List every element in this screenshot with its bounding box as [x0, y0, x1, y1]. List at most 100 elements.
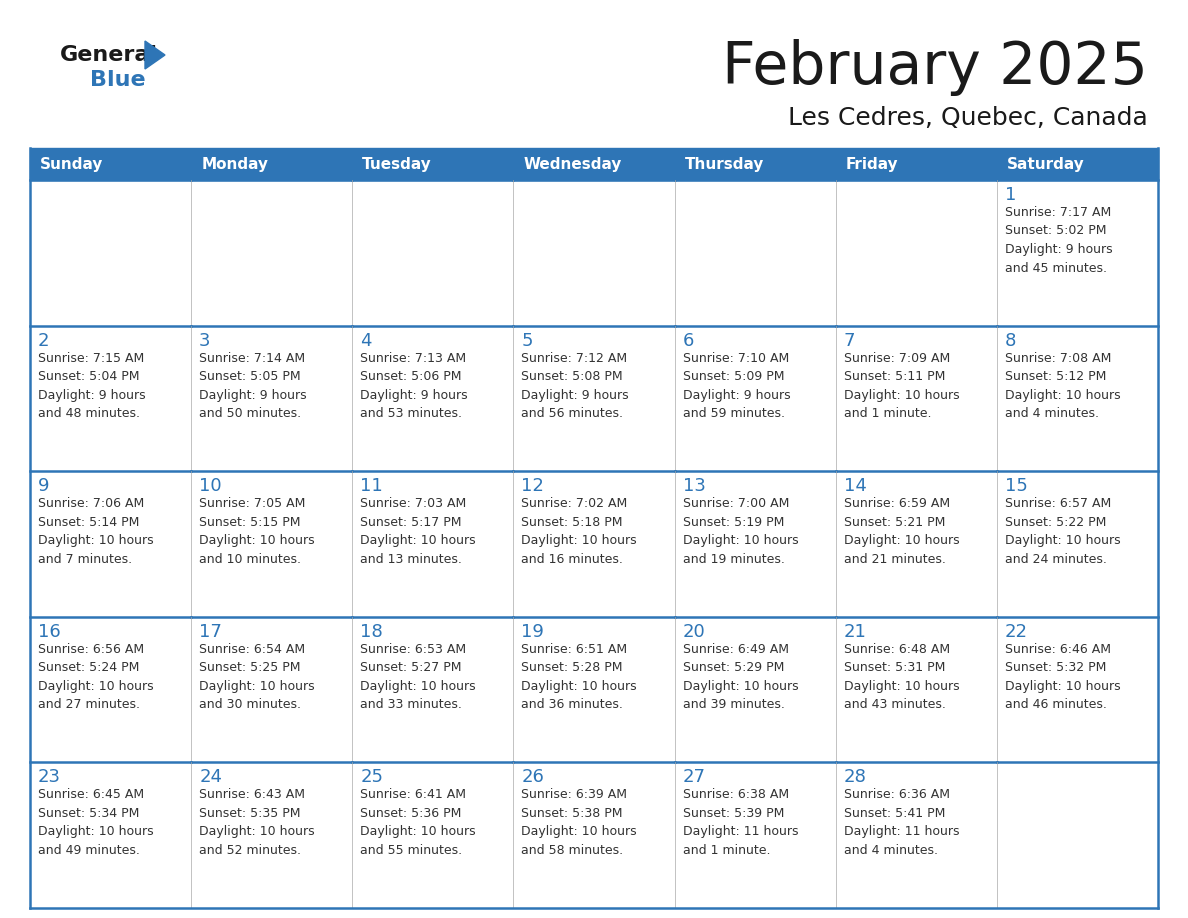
- Text: Sunrise: 6:51 AM: Sunrise: 6:51 AM: [522, 643, 627, 655]
- Text: and 1 minute.: and 1 minute.: [683, 844, 770, 856]
- Text: and 4 minutes.: and 4 minutes.: [843, 844, 937, 856]
- Text: Sunday: Sunday: [40, 156, 103, 172]
- Bar: [513, 180, 675, 326]
- Bar: [30, 471, 191, 617]
- Text: Daylight: 11 hours: Daylight: 11 hours: [683, 825, 798, 838]
- Text: Daylight: 10 hours: Daylight: 10 hours: [200, 534, 315, 547]
- Text: Daylight: 9 hours: Daylight: 9 hours: [200, 388, 307, 401]
- Text: Sunrise: 7:17 AM: Sunrise: 7:17 AM: [1005, 206, 1111, 219]
- Text: 25: 25: [360, 768, 384, 787]
- Text: Sunset: 5:02 PM: Sunset: 5:02 PM: [1005, 225, 1106, 238]
- Text: Les Cedres, Quebec, Canada: Les Cedres, Quebec, Canada: [789, 106, 1148, 130]
- Text: Friday: Friday: [846, 156, 898, 172]
- Bar: [30, 326, 191, 471]
- Text: and 10 minutes.: and 10 minutes.: [200, 553, 301, 565]
- Text: and 50 minutes.: and 50 minutes.: [200, 407, 302, 420]
- Text: 26: 26: [522, 768, 544, 787]
- Bar: [353, 471, 513, 617]
- Text: 8: 8: [1005, 331, 1016, 350]
- Text: and 30 minutes.: and 30 minutes.: [200, 699, 301, 711]
- Text: Sunset: 5:34 PM: Sunset: 5:34 PM: [38, 807, 139, 820]
- Text: and 48 minutes.: and 48 minutes.: [38, 407, 140, 420]
- Text: Sunset: 5:18 PM: Sunset: 5:18 PM: [522, 516, 623, 529]
- Text: 10: 10: [200, 477, 222, 495]
- Text: Sunset: 5:31 PM: Sunset: 5:31 PM: [843, 661, 946, 675]
- Text: and 39 minutes.: and 39 minutes.: [683, 699, 784, 711]
- Text: 1: 1: [1005, 186, 1016, 204]
- Text: and 16 minutes.: and 16 minutes.: [522, 553, 624, 565]
- Text: and 52 minutes.: and 52 minutes.: [200, 844, 301, 856]
- Text: Daylight: 10 hours: Daylight: 10 hours: [522, 825, 637, 838]
- Text: Sunrise: 6:57 AM: Sunrise: 6:57 AM: [1005, 498, 1111, 510]
- Text: Blue: Blue: [90, 70, 146, 90]
- Text: Sunrise: 7:14 AM: Sunrise: 7:14 AM: [200, 352, 305, 364]
- Text: Sunset: 5:11 PM: Sunset: 5:11 PM: [843, 370, 946, 383]
- Text: Sunset: 5:27 PM: Sunset: 5:27 PM: [360, 661, 462, 675]
- Text: 11: 11: [360, 477, 383, 495]
- Text: 4: 4: [360, 331, 372, 350]
- Text: 20: 20: [683, 622, 706, 641]
- Bar: [30, 148, 1158, 180]
- Text: 16: 16: [38, 622, 61, 641]
- Text: 23: 23: [38, 768, 61, 787]
- Text: 18: 18: [360, 622, 383, 641]
- Text: Saturday: Saturday: [1007, 156, 1085, 172]
- Text: Daylight: 9 hours: Daylight: 9 hours: [38, 388, 146, 401]
- Text: Sunset: 5:36 PM: Sunset: 5:36 PM: [360, 807, 462, 820]
- Text: Sunset: 5:38 PM: Sunset: 5:38 PM: [522, 807, 623, 820]
- Bar: [191, 326, 353, 471]
- Text: Sunrise: 7:03 AM: Sunrise: 7:03 AM: [360, 498, 467, 510]
- Text: and 49 minutes.: and 49 minutes.: [38, 844, 140, 856]
- Text: Sunrise: 7:06 AM: Sunrise: 7:06 AM: [38, 498, 144, 510]
- Text: Daylight: 10 hours: Daylight: 10 hours: [200, 825, 315, 838]
- Text: Thursday: Thursday: [684, 156, 764, 172]
- Text: Sunrise: 7:09 AM: Sunrise: 7:09 AM: [843, 352, 950, 364]
- Bar: [675, 763, 835, 908]
- Text: and 43 minutes.: and 43 minutes.: [843, 699, 946, 711]
- Bar: [997, 180, 1158, 326]
- Text: Daylight: 10 hours: Daylight: 10 hours: [38, 680, 153, 693]
- Text: and 33 minutes.: and 33 minutes.: [360, 699, 462, 711]
- Text: Tuesday: Tuesday: [362, 156, 432, 172]
- Bar: [353, 763, 513, 908]
- Bar: [513, 326, 675, 471]
- Text: Daylight: 10 hours: Daylight: 10 hours: [843, 680, 960, 693]
- Text: Sunset: 5:09 PM: Sunset: 5:09 PM: [683, 370, 784, 383]
- Text: 14: 14: [843, 477, 866, 495]
- Text: Daylight: 9 hours: Daylight: 9 hours: [683, 388, 790, 401]
- Text: Sunrise: 6:36 AM: Sunrise: 6:36 AM: [843, 789, 949, 801]
- Text: Sunrise: 6:41 AM: Sunrise: 6:41 AM: [360, 789, 466, 801]
- Text: 22: 22: [1005, 622, 1028, 641]
- Text: Sunset: 5:05 PM: Sunset: 5:05 PM: [200, 370, 301, 383]
- Bar: [513, 471, 675, 617]
- Bar: [353, 326, 513, 471]
- Bar: [353, 180, 513, 326]
- Text: Sunrise: 7:08 AM: Sunrise: 7:08 AM: [1005, 352, 1111, 364]
- Text: Daylight: 10 hours: Daylight: 10 hours: [522, 534, 637, 547]
- Text: 15: 15: [1005, 477, 1028, 495]
- Text: Sunset: 5:14 PM: Sunset: 5:14 PM: [38, 516, 139, 529]
- Text: Daylight: 10 hours: Daylight: 10 hours: [1005, 534, 1120, 547]
- Text: Sunrise: 6:45 AM: Sunrise: 6:45 AM: [38, 789, 144, 801]
- Text: Sunrise: 6:43 AM: Sunrise: 6:43 AM: [200, 789, 305, 801]
- Bar: [675, 326, 835, 471]
- Text: Daylight: 10 hours: Daylight: 10 hours: [683, 680, 798, 693]
- Text: Daylight: 10 hours: Daylight: 10 hours: [522, 680, 637, 693]
- Text: Wednesday: Wednesday: [524, 156, 621, 172]
- Bar: [30, 180, 191, 326]
- Bar: [997, 763, 1158, 908]
- Text: February 2025: February 2025: [722, 39, 1148, 96]
- Text: Sunrise: 6:48 AM: Sunrise: 6:48 AM: [843, 643, 950, 655]
- Text: Daylight: 9 hours: Daylight: 9 hours: [522, 388, 630, 401]
- Text: Sunset: 5:12 PM: Sunset: 5:12 PM: [1005, 370, 1106, 383]
- Text: Sunrise: 6:39 AM: Sunrise: 6:39 AM: [522, 789, 627, 801]
- Text: Sunrise: 6:59 AM: Sunrise: 6:59 AM: [843, 498, 950, 510]
- Text: Sunrise: 7:05 AM: Sunrise: 7:05 AM: [200, 498, 305, 510]
- Text: Sunset: 5:08 PM: Sunset: 5:08 PM: [522, 370, 623, 383]
- Text: Daylight: 9 hours: Daylight: 9 hours: [1005, 243, 1112, 256]
- Text: Sunrise: 7:00 AM: Sunrise: 7:00 AM: [683, 498, 789, 510]
- Bar: [191, 180, 353, 326]
- Bar: [835, 617, 997, 763]
- Bar: [835, 180, 997, 326]
- Text: Daylight: 10 hours: Daylight: 10 hours: [360, 534, 476, 547]
